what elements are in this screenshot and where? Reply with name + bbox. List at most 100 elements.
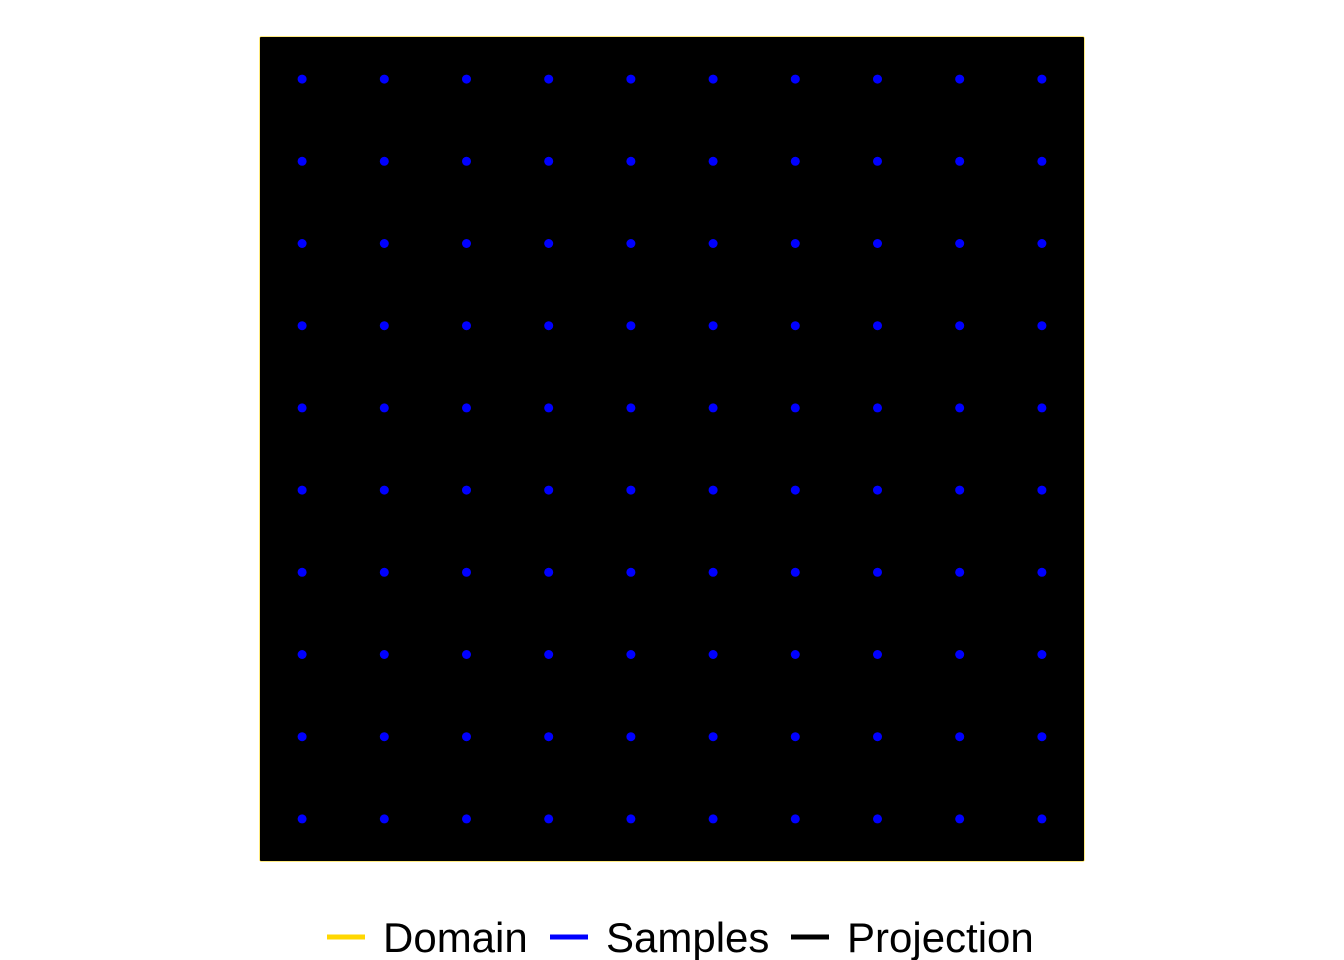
- sample-point: [297, 156, 307, 166]
- sample-point: [955, 74, 965, 84]
- sample-point: [297, 814, 307, 824]
- sample-point: [462, 814, 471, 824]
- sample-point: [462, 156, 471, 166]
- sample-point: [790, 732, 800, 742]
- sample-point: [544, 732, 554, 742]
- sample-point: [1037, 321, 1047, 331]
- sample-point: [955, 567, 965, 577]
- sample-point: [462, 650, 471, 659]
- sample-point: [708, 239, 718, 248]
- sample-point: [626, 321, 636, 331]
- sample-point: [379, 814, 389, 824]
- sample-point: [626, 732, 636, 742]
- sample-point: [1037, 650, 1047, 659]
- sample-point: [626, 567, 636, 577]
- sample-point: [708, 156, 718, 166]
- sample-point: [790, 814, 800, 824]
- sample-point: [379, 156, 389, 166]
- sample-point: [955, 650, 965, 659]
- sample-point: [462, 321, 471, 331]
- sample-point: [544, 74, 554, 84]
- sample-point: [379, 567, 389, 577]
- sample-point: [462, 403, 471, 413]
- sample-point: [379, 732, 389, 742]
- sample-point: [379, 74, 389, 84]
- sample-point: [873, 814, 882, 824]
- sample-point: [462, 74, 471, 84]
- sample-point: [955, 156, 965, 166]
- sample-point: [873, 74, 882, 84]
- sample-point: [1037, 156, 1047, 166]
- sample-point: [708, 403, 718, 413]
- sample-point: [790, 321, 800, 331]
- sample-point: [462, 732, 471, 742]
- sample-point: [790, 156, 800, 166]
- sample-point: [955, 403, 965, 413]
- sample-point: [955, 321, 965, 331]
- sample-point: [873, 650, 882, 659]
- sample-point: [708, 732, 718, 742]
- sample-point: [544, 403, 554, 413]
- sample-point: [1037, 485, 1047, 495]
- sample-point: [1037, 567, 1047, 577]
- sample-point: [379, 650, 389, 659]
- legend-label-projection: Projection: [847, 914, 1034, 960]
- sample-point: [1037, 403, 1047, 413]
- sample-point: [297, 321, 307, 331]
- sample-point: [955, 814, 965, 824]
- sample-point: [790, 567, 800, 577]
- sample-point: [1037, 814, 1047, 824]
- sample-point: [626, 485, 636, 495]
- sample-point: [544, 814, 554, 824]
- sample-point: [379, 403, 389, 413]
- sample-point: [544, 321, 554, 331]
- sample-point: [297, 403, 307, 413]
- sample-point: [1037, 732, 1047, 742]
- sample-point: [544, 156, 554, 166]
- sample-point: [708, 321, 718, 331]
- sample-point: [790, 650, 800, 659]
- sample-point: [873, 403, 882, 413]
- sample-point: [297, 567, 307, 577]
- sample-point: [544, 567, 554, 577]
- sample-point: [626, 814, 636, 824]
- sample-point: [544, 650, 554, 659]
- legend: Domain Samples Projection: [327, 914, 1034, 960]
- sample-point: [297, 650, 307, 659]
- sample-point: [626, 650, 636, 659]
- sample-point: [873, 321, 882, 331]
- sample-point: [790, 239, 800, 248]
- sample-point: [379, 239, 389, 248]
- sample-point: [873, 239, 882, 248]
- sample-point: [708, 485, 718, 495]
- sample-point: [873, 156, 882, 166]
- sample-point: [544, 485, 554, 495]
- sample-point: [297, 732, 307, 742]
- sample-point: [379, 485, 389, 495]
- sample-point: [873, 485, 882, 495]
- sample-point: [955, 485, 965, 495]
- plot-area: [259, 36, 1085, 862]
- sample-point: [544, 239, 554, 248]
- sample-point: [790, 74, 800, 84]
- sample-point: [462, 239, 471, 248]
- sample-point: [626, 156, 636, 166]
- legend-label-domain: Domain: [383, 914, 528, 960]
- sample-point: [1037, 74, 1047, 84]
- sample-point: [297, 485, 307, 495]
- legend-label-samples: Samples: [606, 914, 769, 960]
- sample-point: [708, 650, 718, 659]
- sample-point: [708, 567, 718, 577]
- sample-point: [708, 74, 718, 84]
- sample-point: [379, 321, 389, 331]
- sample-point: [790, 485, 800, 495]
- sample-point: [297, 239, 307, 248]
- sample-point: [873, 567, 882, 577]
- sample-point: [1037, 239, 1047, 248]
- sample-point: [708, 814, 718, 824]
- sample-point: [955, 239, 965, 248]
- sample-point: [790, 403, 800, 413]
- sample-point: [462, 567, 471, 577]
